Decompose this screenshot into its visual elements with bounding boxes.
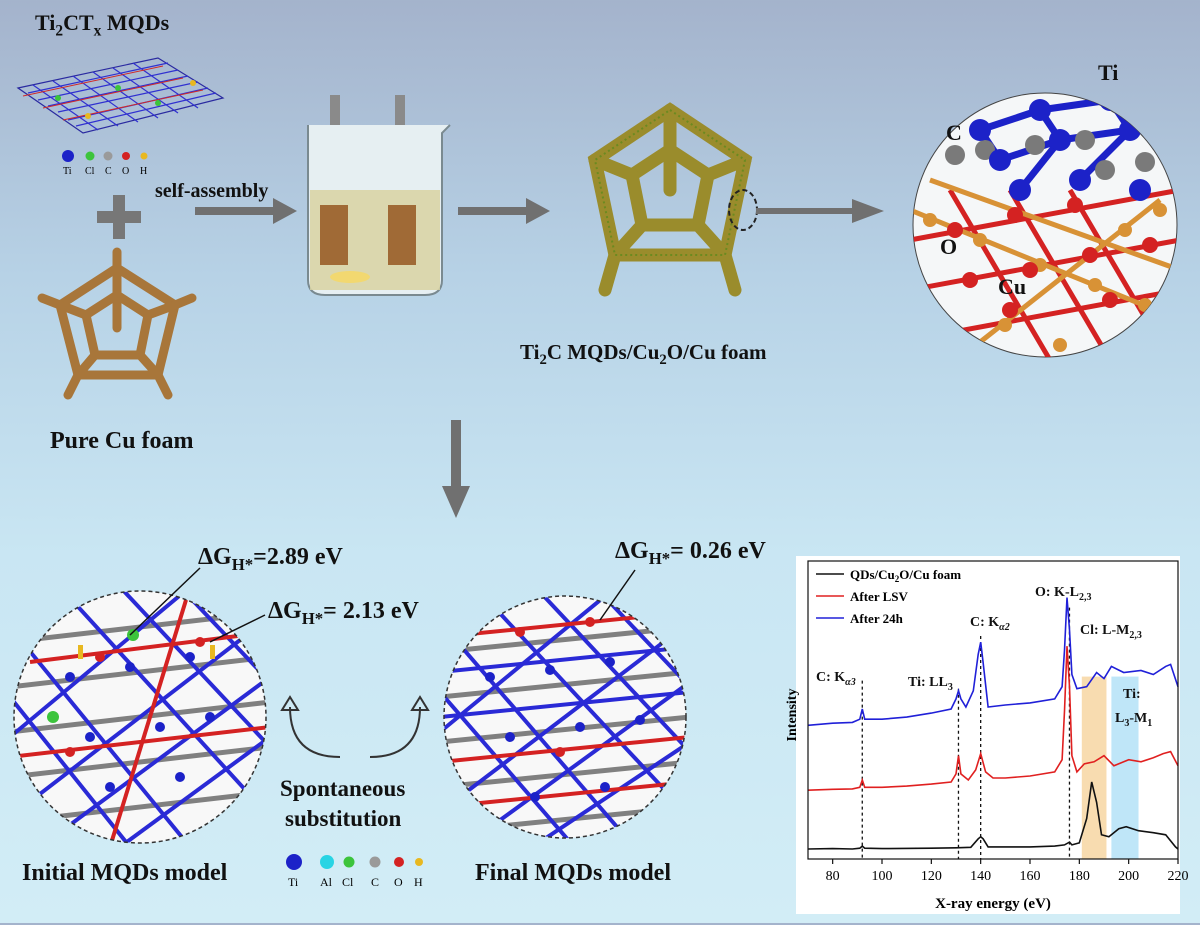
chart-series-line-0 — [807, 781, 1179, 850]
chart-band-0 — [1081, 676, 1107, 859]
chart-xtick-label-160: 160 — [1020, 869, 1041, 884]
beaker-illustration — [307, 95, 451, 296]
composite-foam-label: Ti2C MQDs/Cu2O/Cu foam — [520, 340, 767, 369]
chart-xtick-label-100: 100 — [872, 869, 893, 884]
legend-bottom-cl: Cl — [342, 875, 354, 889]
chart-ylabel: Intensity — [785, 689, 800, 742]
atom-label-c: C — [946, 120, 962, 145]
annotation-o-kl23: O: K-L2,3 — [1035, 585, 1091, 603]
legend-bottom-al-swatch — [320, 855, 334, 869]
arrow-to-zoom — [756, 199, 884, 223]
legend-bottom-al: Al — [320, 875, 333, 889]
mxene-sheet-illustration — [16, 57, 225, 134]
chart-xtick-label-200: 200 — [1118, 869, 1139, 884]
legend-bottom-o: O — [394, 875, 403, 889]
chart-xtick-label-180: 180 — [1069, 869, 1090, 884]
legend-bottom-h: H — [414, 875, 423, 889]
substitution-arrows-icon — [280, 695, 430, 758]
legend-top-c: C — [105, 166, 112, 177]
legend-h-swatch — [140, 152, 148, 160]
legend-top-o: O — [122, 166, 129, 177]
legend-bottom-h-swatch — [415, 858, 423, 866]
spontaneous-label-2: substitution — [285, 806, 402, 831]
legend-bottom-c-swatch — [369, 856, 381, 868]
initial-model-label: Initial MQDs model — [22, 860, 228, 886]
composite-foam-illustration — [587, 102, 758, 297]
legend-entry-qds: QDs/Cu2O/Cu foam — [850, 567, 961, 584]
chart-xtick-label-120: 120 — [921, 869, 942, 884]
final-model-label: Final MQDs model — [475, 860, 671, 886]
annotation-ti-l3m1-b: L3-M1 — [1115, 711, 1152, 729]
chart-xtick-label-220: 220 — [1168, 869, 1189, 884]
self-assembly-label: self-assembly — [155, 180, 269, 202]
annotation-cl-lm23: Cl: L-M2,3 — [1080, 623, 1142, 641]
dg-final-label: ΔGH*= 0.26 eV — [615, 538, 766, 568]
legend-bottom-c: C — [371, 875, 379, 889]
arrow-to-composite — [458, 198, 550, 224]
spontaneous-label-1: Spontaneous — [280, 776, 406, 801]
chart-series-line-2 — [807, 597, 1179, 727]
legend-top-ti: Ti — [63, 166, 72, 177]
atomic-zoom-illustration — [912, 92, 1178, 358]
legend-bottom-ti-swatch — [286, 854, 302, 870]
chart-xtick-label-140: 140 — [970, 869, 991, 884]
atom-legend-top: Ti Cl C O H — [62, 150, 148, 177]
dg-initial-label-1: ΔGH*=2.89 eV — [198, 544, 343, 574]
chart-plot-frame — [807, 560, 1179, 860]
legend-top-cl: Cl — [85, 166, 95, 177]
chart-xtick-label-80: 80 — [826, 869, 840, 884]
legend-ti-swatch — [62, 150, 74, 162]
legend-o-swatch — [122, 152, 130, 160]
final-model-illustration — [443, 595, 687, 839]
arrow-to-beaker — [195, 198, 297, 224]
chart-legend: QDs/Cu2O/Cu foam After LSV After 24h — [816, 567, 961, 626]
pure-cu-foam-label: Pure Cu foam — [50, 428, 194, 454]
annotation-c-ka3: C: Kα3 — [816, 670, 856, 688]
legend-entry-lsv: After LSV — [850, 589, 909, 604]
legend-bottom-cl-swatch — [343, 856, 355, 868]
atom-label-cu: Cu — [998, 274, 1027, 299]
dg-initial-label-2: ΔGH*= 2.13 eV — [268, 598, 419, 628]
dg-initial-pointers — [129, 567, 266, 643]
atom-label-ti: Ti — [1098, 60, 1119, 85]
dg-initial-value-2: 2.13 eV — [342, 598, 419, 624]
cu-foam-illustration — [37, 247, 197, 400]
legend-bottom-o-swatch — [394, 857, 404, 867]
annotation-c-ka2: C: Kα2 — [970, 615, 1010, 633]
dg-initial-value-1: 2.89 eV — [266, 544, 343, 570]
dg-final-value: 0.26 eV — [689, 538, 766, 564]
legend-entry-24h: After 24h — [850, 611, 904, 626]
initial-model-illustration — [13, 590, 267, 844]
chart-series-line-1 — [807, 646, 1179, 791]
arrow-down — [442, 420, 470, 518]
legend-bottom-ti: Ti — [288, 875, 299, 889]
chart-xlabel: X-ray energy (eV) — [935, 896, 1051, 912]
legend-top-h: H — [140, 166, 147, 177]
dg-final-pointer — [599, 569, 636, 621]
annotation-ti-ll3: Ti: LL3 — [908, 675, 953, 693]
atom-legend-bottom: Ti Al Cl C O H — [286, 854, 423, 889]
legend-cl-swatch — [85, 151, 95, 161]
mxene-title: Ti2CTx MQDs — [35, 10, 170, 40]
atom-label-o: O — [940, 234, 958, 259]
spectrum-chart: 80 100 120 140 160 180 200 220 Intensity X-ray … — [785, 560, 1189, 912]
legend-c-swatch — [103, 151, 113, 161]
annotation-ti-l3m1-a: Ti: — [1123, 687, 1141, 702]
plus-icon — [97, 195, 141, 239]
